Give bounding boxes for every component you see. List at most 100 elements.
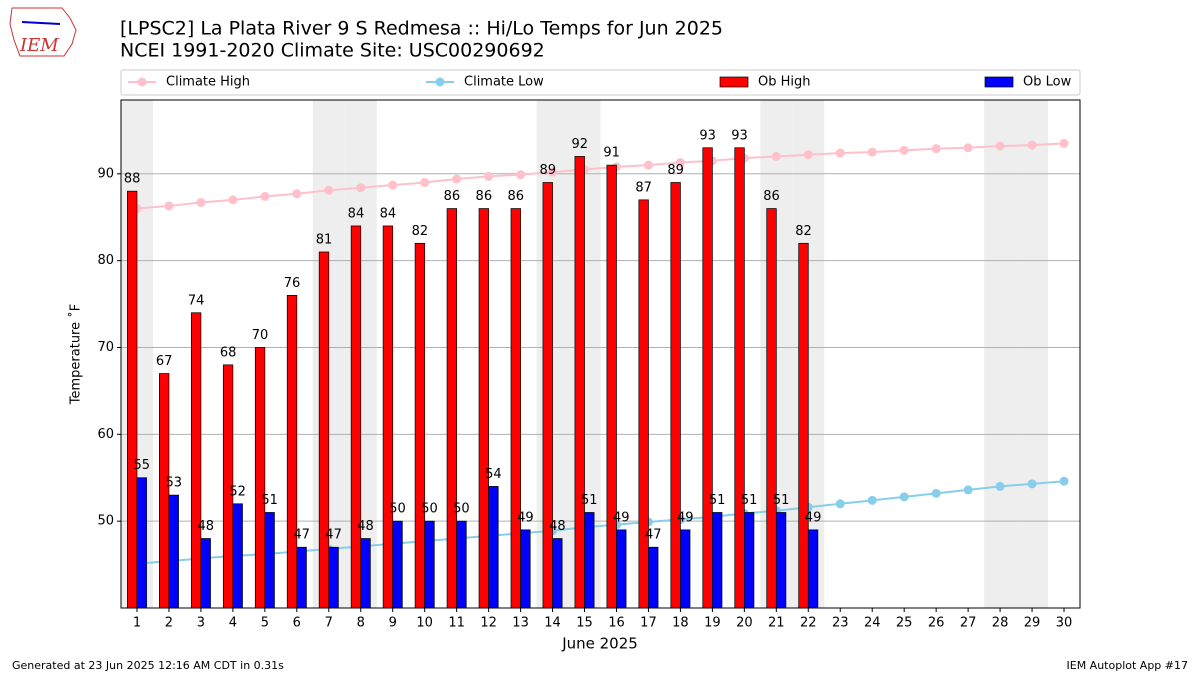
data-label: 84 (348, 206, 365, 221)
x-tick-label: 30 (1056, 616, 1073, 631)
data-label: 68 (220, 345, 237, 360)
x-tick-label: 8 (357, 616, 365, 631)
data-label: 47 (293, 528, 310, 543)
point (228, 195, 238, 205)
point (835, 148, 845, 158)
data-label: 48 (197, 519, 214, 534)
x-tick-label: 21 (768, 616, 785, 631)
x-tick-label: 2 (165, 616, 173, 631)
point (771, 151, 781, 161)
y-tick-label: 50 (97, 514, 114, 529)
legend-label: Climate Low (464, 75, 544, 90)
point (803, 150, 813, 160)
data-label: 76 (284, 276, 301, 291)
data-label: 88 (124, 172, 141, 187)
bar (328, 546, 339, 609)
point (452, 174, 462, 184)
bar (574, 156, 585, 609)
chart-title: [LPSC2] La Plata River 9 S Redmesa :: Hi… (120, 18, 723, 40)
data-label: 53 (165, 476, 182, 491)
point (388, 180, 398, 190)
bar (807, 529, 819, 609)
bar (734, 147, 745, 609)
plot-frame (120, 99, 1081, 609)
bar (616, 529, 627, 609)
data-label: 47 (645, 528, 662, 543)
footer-right: IEM Autoplot App #17 (1067, 659, 1189, 672)
x-tick-label: 6 (293, 616, 301, 631)
x-tick-label: 28 (992, 616, 1009, 631)
bar (488, 486, 499, 609)
x-tick-label: 16 (608, 616, 625, 631)
data-label: 50 (453, 502, 470, 517)
y-tick-label: 70 (97, 340, 114, 355)
weekend-shade (984, 100, 1017, 608)
bar (584, 512, 595, 609)
legend-marker (137, 77, 147, 87)
data-label: 51 (741, 493, 758, 508)
bar (296, 546, 307, 609)
x-tick-label: 15 (576, 616, 593, 631)
point (995, 481, 1005, 491)
bar (127, 190, 138, 609)
data-label: 86 (763, 189, 780, 204)
data-label: 49 (517, 510, 534, 525)
footer-left: Generated at 23 Jun 2025 12:16 AM CDT in… (12, 659, 284, 672)
bar (680, 529, 691, 609)
data-label: 91 (603, 146, 620, 161)
x-tick-label: 4 (229, 616, 237, 631)
bar (360, 538, 371, 609)
bar (638, 199, 649, 609)
x-tick-label: 10 (416, 616, 433, 631)
y-tick-label: 90 (97, 166, 114, 181)
x-tick-label: 12 (480, 616, 497, 631)
data-label: 81 (316, 232, 333, 247)
bar (606, 164, 617, 609)
data-label: 48 (549, 519, 566, 534)
data-label: 82 (795, 224, 812, 239)
bar (798, 242, 809, 609)
data-label: 86 (476, 189, 493, 204)
y-tick-label: 60 (97, 427, 114, 442)
logo: IEM (9, 7, 77, 57)
bar (318, 251, 330, 609)
bar (456, 520, 467, 609)
data-label: 49 (613, 510, 630, 525)
bar (670, 182, 681, 609)
legend-label: Ob High (758, 75, 811, 90)
y-axis-label: Temperature ˚F (68, 304, 84, 405)
point (963, 143, 973, 153)
data-label: 89 (539, 163, 556, 178)
bar (702, 147, 713, 609)
legend-swatch (719, 76, 749, 88)
x-tick-label: 18 (672, 616, 689, 631)
x-tick-label: 20 (736, 616, 753, 631)
point (548, 167, 558, 177)
data-label: 87 (635, 180, 652, 195)
bar (552, 538, 563, 609)
point (995, 141, 1005, 151)
point (516, 170, 526, 180)
bar (414, 242, 426, 609)
bar (520, 529, 531, 609)
x-tick-label: 11 (448, 616, 465, 631)
point (196, 197, 206, 207)
bar (446, 208, 457, 609)
data-label: 55 (134, 458, 151, 473)
x-tick-label: 26 (928, 616, 945, 631)
data-label: 86 (444, 189, 461, 204)
logo-text: IEM (19, 35, 59, 56)
bar (232, 503, 243, 609)
data-label: 84 (380, 206, 397, 221)
bar (766, 208, 777, 609)
legend-label: Ob Low (1023, 75, 1072, 90)
data-label: 50 (421, 502, 438, 517)
y-tick-label: 80 (97, 253, 114, 268)
point (675, 158, 685, 168)
data-label: 82 (412, 224, 429, 239)
point (867, 147, 877, 157)
point (1059, 476, 1069, 486)
chart-subtitle: NCEI 1991-2020 Climate Site: USC00290692 (120, 40, 545, 62)
bar (542, 182, 553, 609)
